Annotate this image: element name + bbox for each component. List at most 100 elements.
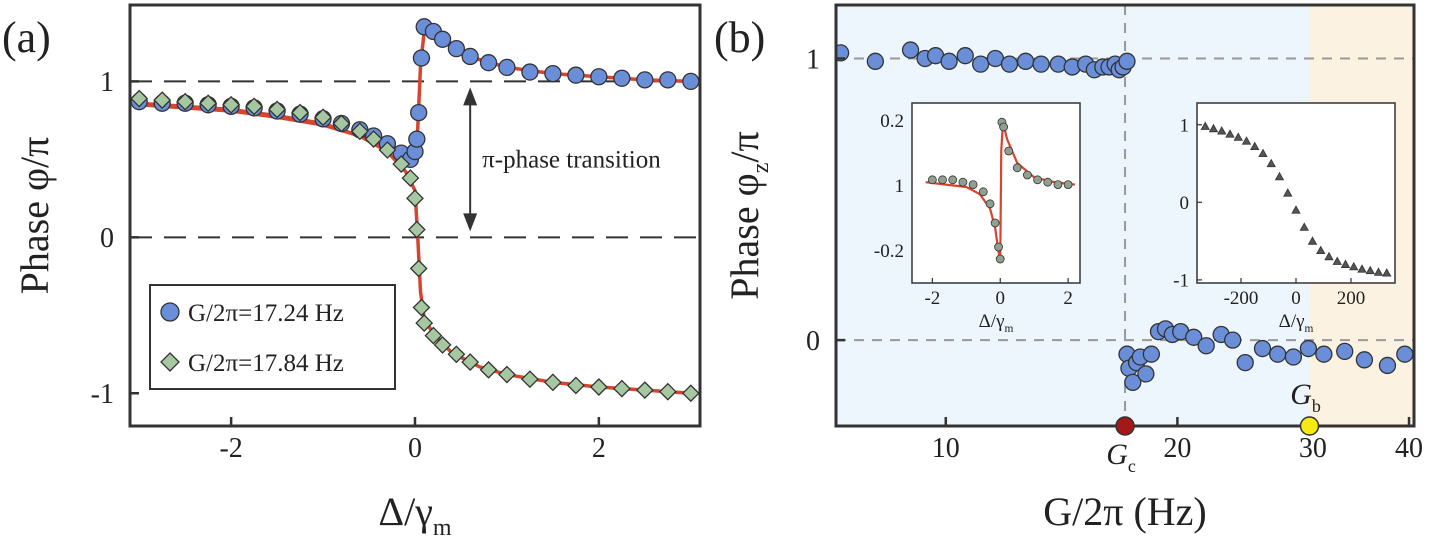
marker <box>1284 348 1303 366</box>
marker <box>971 55 990 73</box>
x-tick-label: 40 <box>1395 433 1423 464</box>
x-axis-label-sub: m <box>433 515 452 541</box>
y-tick-label: -0.2 <box>874 241 904 262</box>
marker <box>994 242 1003 252</box>
plot-frame <box>911 102 1081 284</box>
marker <box>682 72 700 91</box>
x-tick-label: 200 <box>1337 288 1366 309</box>
marker <box>1142 345 1160 363</box>
marker <box>612 379 631 398</box>
marker <box>479 54 498 72</box>
x-tick-label: 20 <box>1163 433 1191 464</box>
marker <box>1291 205 1301 214</box>
marker <box>636 71 654 89</box>
plot-area <box>130 18 700 403</box>
marker <box>1299 339 1318 358</box>
y-tick-label: 0 <box>100 223 114 254</box>
marker <box>1063 180 1073 190</box>
arrow-head <box>463 87 478 106</box>
plot-background <box>912 103 1080 283</box>
marker <box>1373 267 1384 276</box>
marker <box>1208 123 1219 133</box>
y-tick-label: -1 <box>91 379 114 410</box>
y-axis-label: Phase φz/π <box>722 131 774 299</box>
x-tick-label: 30 <box>1299 433 1327 464</box>
marker <box>958 177 968 187</box>
legend-label: G/2π=17.24 Hz <box>188 300 344 327</box>
marker <box>461 353 480 371</box>
marker <box>938 175 947 185</box>
marker <box>409 259 428 278</box>
marker <box>1217 126 1227 135</box>
marker-label-main: G <box>1290 378 1312 411</box>
marker <box>1315 345 1333 363</box>
marker <box>927 175 937 185</box>
marker <box>590 68 608 86</box>
y-tick-label: -1 <box>1173 271 1189 292</box>
plot-background <box>1197 103 1395 283</box>
marker <box>1274 171 1285 181</box>
marker <box>1299 222 1309 231</box>
marker <box>1185 328 1203 346</box>
marker <box>521 63 539 81</box>
marker <box>378 141 397 159</box>
x-axis-label-main: Δ/γ <box>378 489 433 534</box>
marker <box>1197 337 1215 355</box>
plot-area <box>1200 121 1392 277</box>
marker <box>222 95 241 114</box>
marker <box>635 381 654 400</box>
marker <box>985 199 995 209</box>
marker <box>160 302 180 322</box>
legend-label: G/2π=17.84 Hz <box>188 350 344 377</box>
marker <box>1124 373 1142 392</box>
marker <box>447 40 466 58</box>
marker <box>424 326 443 345</box>
marker <box>1012 163 1022 173</box>
marker <box>566 376 585 395</box>
marker <box>176 92 195 111</box>
marker <box>406 189 424 208</box>
x-tick-label: 0 <box>1291 288 1301 309</box>
marker <box>1224 331 1242 349</box>
marker-label-sub: b <box>1312 396 1321 416</box>
marker <box>544 64 562 83</box>
marker <box>1241 136 1252 145</box>
x-axis-label: Δ/γm <box>378 489 452 541</box>
marker <box>901 41 920 59</box>
y-axis-label-main: Phase φ/π <box>12 137 57 295</box>
marker <box>291 103 309 122</box>
axis-marker <box>1115 416 1135 436</box>
marker <box>314 108 332 127</box>
marker <box>332 114 351 133</box>
x-tick-label: -2 <box>219 433 242 464</box>
plot-area <box>836 41 1414 392</box>
marker <box>1382 268 1392 277</box>
x-tick-label: -200 <box>1224 288 1259 309</box>
marker <box>479 360 498 379</box>
x-axis-label-sub: m <box>1005 323 1014 335</box>
marker <box>1043 177 1053 187</box>
y-axis-label-main: Phase φ <box>722 173 767 299</box>
x-tick-label: 2 <box>592 433 606 464</box>
marker <box>401 169 420 187</box>
marker <box>948 175 958 185</box>
marker <box>1283 188 1293 197</box>
y-tick-label: 0.2 <box>880 111 904 132</box>
marker-label-sub: c <box>1128 456 1136 476</box>
x-axis-label: Δ/γm <box>1279 311 1314 335</box>
marker <box>1324 251 1334 261</box>
y-tick-label: 1 <box>100 67 114 98</box>
marker <box>410 103 428 122</box>
marker <box>160 352 180 372</box>
marker <box>412 298 431 317</box>
marker <box>199 94 218 113</box>
y-tick-label: 0 <box>806 326 820 357</box>
marker <box>1118 52 1136 70</box>
marker <box>1004 146 1014 156</box>
marker <box>1307 236 1318 245</box>
y-axis-label: Phase φ/π <box>12 137 57 295</box>
y-axis-label-tail: /π <box>722 131 767 162</box>
marker <box>415 314 434 333</box>
marker <box>1357 264 1367 273</box>
